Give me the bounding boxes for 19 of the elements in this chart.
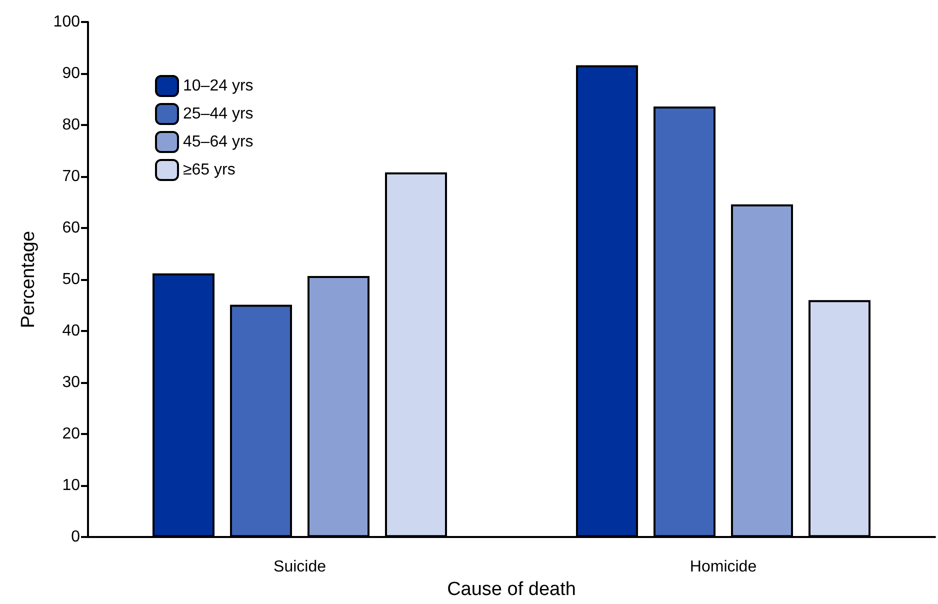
- y-tick-label: 70: [62, 168, 80, 186]
- x-tick-label: Suicide: [274, 558, 326, 576]
- y-tick-label: 80: [62, 116, 80, 134]
- y-tick-label: 10: [62, 477, 80, 494]
- legend-label: 10–24 yrs: [183, 78, 254, 94]
- legend-label: 45–64 yrs: [183, 134, 254, 150]
- y-tick-label: 0: [71, 528, 80, 546]
- y-tick-label: 60: [62, 220, 80, 237]
- x-axis-title: Cause of death: [447, 579, 576, 600]
- x-tick-label: Homicide: [690, 558, 757, 576]
- y-axis-title: Percentage: [18, 230, 39, 328]
- legend-label: 25–44 yrs: [183, 106, 254, 122]
- y-tick-label: 90: [62, 65, 80, 82]
- legend-label: ≥65 yrs: [183, 162, 236, 178]
- y-tick-label: 30: [62, 374, 80, 392]
- y-tick-label: 20: [62, 426, 80, 443]
- y-tick-label: 40: [62, 322, 80, 340]
- y-tick-label: 100: [53, 14, 80, 30]
- y-tick-label: 50: [62, 271, 80, 288]
